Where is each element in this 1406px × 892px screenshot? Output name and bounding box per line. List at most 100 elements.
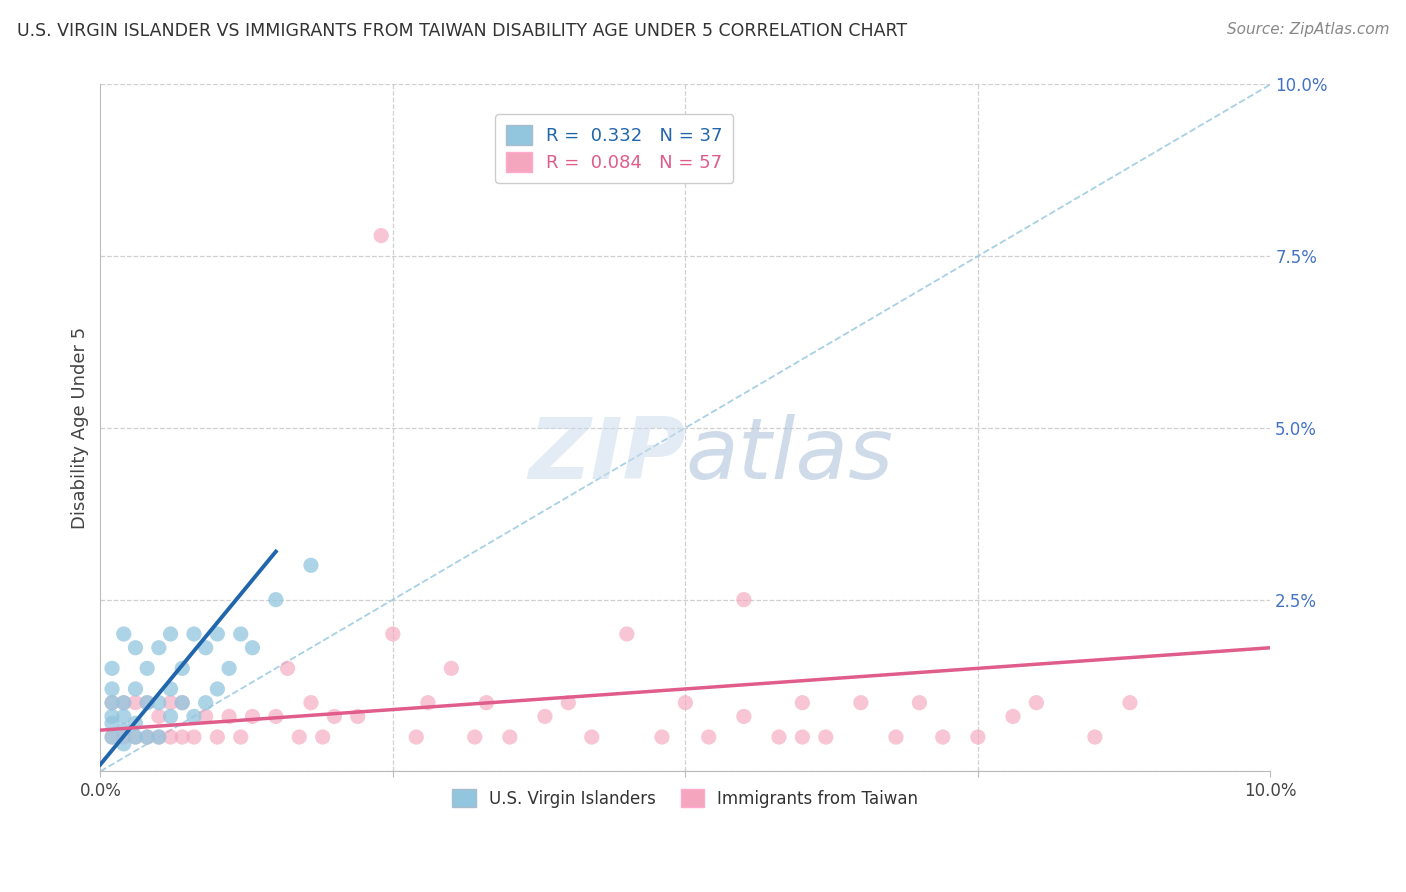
Point — [183, 627, 205, 641]
Point — [172, 696, 194, 710]
Point — [733, 709, 755, 723]
Point — [792, 696, 814, 710]
Point — [733, 592, 755, 607]
Point — [207, 730, 229, 744]
Point — [112, 696, 135, 710]
Point — [1084, 730, 1107, 744]
Point — [884, 730, 907, 744]
Legend: U.S. Virgin Islanders, Immigrants from Taiwan: U.S. Virgin Islanders, Immigrants from T… — [446, 782, 925, 814]
Text: atlas: atlas — [685, 414, 893, 497]
Text: Source: ZipAtlas.com: Source: ZipAtlas.com — [1226, 22, 1389, 37]
Point — [172, 730, 194, 744]
Point — [242, 640, 264, 655]
Point — [534, 709, 557, 723]
Point — [183, 730, 205, 744]
Y-axis label: Disability Age Under 5: Disability Age Under 5 — [72, 326, 89, 529]
Point — [697, 730, 720, 744]
Point — [1001, 709, 1024, 723]
Point — [112, 627, 135, 641]
Text: ZIP: ZIP — [527, 414, 685, 497]
Point — [148, 730, 170, 744]
Point — [159, 627, 181, 641]
Text: U.S. VIRGIN ISLANDER VS IMMIGRANTS FROM TAIWAN DISABILITY AGE UNDER 5 CORRELATIO: U.S. VIRGIN ISLANDER VS IMMIGRANTS FROM … — [17, 22, 907, 40]
Point — [381, 627, 404, 641]
Point — [194, 696, 217, 710]
Point — [112, 696, 135, 710]
Point — [101, 730, 124, 744]
Point — [311, 730, 333, 744]
Point — [849, 696, 872, 710]
Point — [172, 696, 194, 710]
Point — [101, 696, 124, 710]
Point — [264, 709, 287, 723]
Point — [136, 696, 159, 710]
Point — [218, 661, 240, 675]
Point — [405, 730, 427, 744]
Point — [136, 730, 159, 744]
Point — [346, 709, 368, 723]
Point — [101, 709, 124, 723]
Point — [475, 696, 498, 710]
Point — [616, 627, 638, 641]
Point — [651, 730, 673, 744]
Point — [159, 709, 181, 723]
Point — [112, 737, 135, 751]
Point — [499, 730, 522, 744]
Point — [557, 696, 579, 710]
Point — [101, 716, 124, 731]
Point — [581, 730, 603, 744]
Point — [112, 723, 135, 738]
Point — [207, 627, 229, 641]
Point — [159, 730, 181, 744]
Point — [148, 730, 170, 744]
Point — [416, 696, 439, 710]
Point — [1119, 696, 1142, 710]
Point — [277, 661, 299, 675]
Point — [101, 681, 124, 696]
Point — [242, 709, 264, 723]
Point — [323, 709, 346, 723]
Point — [148, 696, 170, 710]
Point — [136, 696, 159, 710]
Point — [908, 696, 931, 710]
Point — [112, 709, 135, 723]
Point — [101, 730, 124, 744]
Point — [207, 681, 229, 696]
Point — [440, 661, 463, 675]
Point — [124, 730, 146, 744]
Point — [1025, 696, 1047, 710]
Point — [792, 730, 814, 744]
Point — [288, 730, 311, 744]
Point — [932, 730, 955, 744]
Point — [183, 709, 205, 723]
Point — [148, 640, 170, 655]
Point — [101, 696, 124, 710]
Point — [194, 640, 217, 655]
Point — [264, 592, 287, 607]
Point — [673, 696, 696, 710]
Point — [124, 730, 146, 744]
Point — [148, 709, 170, 723]
Point — [172, 661, 194, 675]
Point — [299, 558, 322, 573]
Point — [299, 696, 322, 710]
Point — [112, 730, 135, 744]
Point — [218, 709, 240, 723]
Point — [159, 696, 181, 710]
Point — [464, 730, 486, 744]
Point — [124, 681, 146, 696]
Point — [229, 730, 252, 744]
Point — [124, 640, 146, 655]
Point — [370, 228, 392, 243]
Point — [194, 709, 217, 723]
Point — [159, 681, 181, 696]
Point — [124, 696, 146, 710]
Point — [124, 716, 146, 731]
Point — [814, 730, 837, 744]
Point — [136, 661, 159, 675]
Point — [101, 661, 124, 675]
Point — [966, 730, 988, 744]
Point — [136, 730, 159, 744]
Point — [229, 627, 252, 641]
Point — [768, 730, 790, 744]
